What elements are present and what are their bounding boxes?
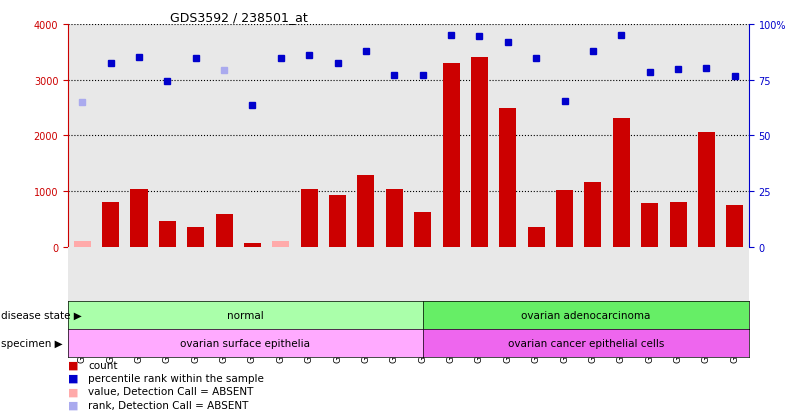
Bar [499, 109, 517, 247]
Bar [187, 228, 204, 247]
Bar [215, 214, 232, 247]
Bar [698, 133, 714, 247]
Bar [300, 190, 318, 247]
Text: ■: ■ [68, 360, 78, 370]
Text: ■: ■ [68, 387, 78, 396]
Bar [244, 244, 261, 247]
Bar [329, 195, 346, 247]
Bar [272, 242, 289, 247]
Bar [103, 203, 119, 247]
Text: value, Detection Call = ABSENT: value, Detection Call = ABSENT [88, 387, 253, 396]
Text: GDS3592 / 238501_at: GDS3592 / 238501_at [171, 11, 308, 24]
Text: rank, Detection Call = ABSENT: rank, Detection Call = ABSENT [88, 400, 248, 410]
Bar [471, 58, 488, 247]
Bar [159, 222, 176, 247]
Bar [131, 190, 147, 247]
Bar [386, 190, 403, 247]
Text: ovarian cancer epithelial cells: ovarian cancer epithelial cells [508, 338, 664, 348]
Text: percentile rank within the sample: percentile rank within the sample [88, 373, 264, 383]
Bar [641, 204, 658, 247]
Bar [727, 205, 743, 247]
Bar [670, 203, 686, 247]
Text: count: count [88, 360, 118, 370]
Bar [357, 176, 374, 247]
Bar [613, 119, 630, 247]
Bar [442, 64, 460, 247]
Text: normal: normal [227, 310, 264, 320]
Bar [414, 213, 431, 247]
Text: ovarian surface epithelia: ovarian surface epithelia [180, 338, 311, 348]
Text: disease state ▶: disease state ▶ [1, 310, 82, 320]
Bar [74, 242, 91, 247]
Text: ovarian adenocarcinoma: ovarian adenocarcinoma [521, 310, 650, 320]
Bar [585, 183, 602, 247]
Text: ■: ■ [68, 373, 78, 383]
Bar [528, 228, 545, 247]
Bar [556, 191, 573, 247]
Text: specimen ▶: specimen ▶ [1, 338, 62, 348]
Text: ■: ■ [68, 400, 78, 410]
